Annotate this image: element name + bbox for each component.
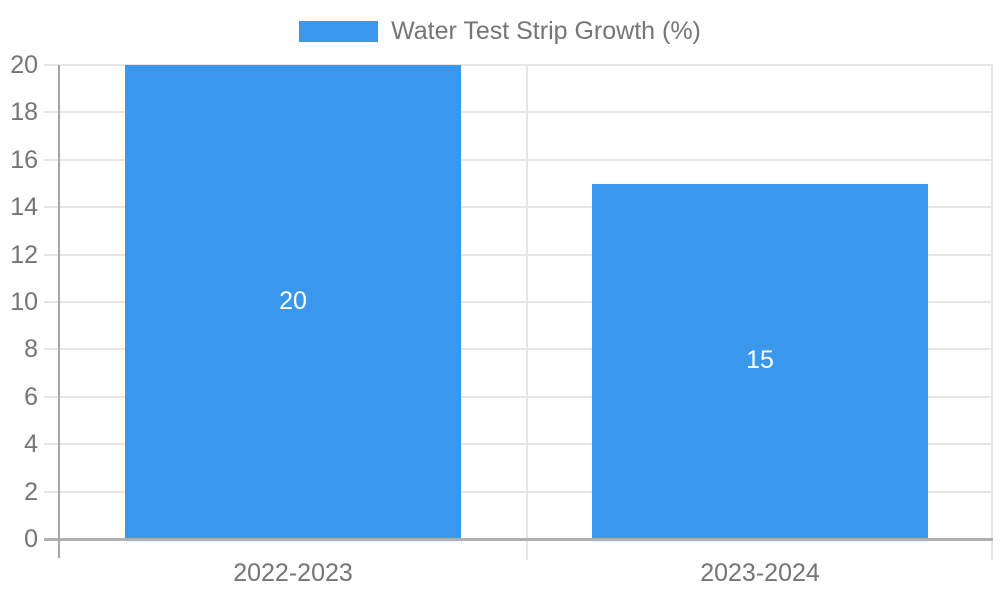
bar[interactable] xyxy=(592,184,928,540)
y-gridline xyxy=(44,443,993,445)
y-axis-tick-label: 16 xyxy=(10,146,38,174)
y-gridline xyxy=(44,159,993,161)
y-axis-tick-label: 20 xyxy=(10,51,38,79)
bar-value-label: 20 xyxy=(279,287,307,315)
y-axis-tick-label: 14 xyxy=(10,193,38,221)
x-axis-baseline xyxy=(44,538,993,541)
y-axis-tick-label: 4 xyxy=(24,430,38,458)
y-gridline xyxy=(44,348,993,350)
x-gridline xyxy=(991,65,993,560)
x-gridline xyxy=(526,65,528,560)
y-axis-tick-label: 0 xyxy=(24,525,38,553)
bar-value-label: 15 xyxy=(746,346,774,374)
y-gridline xyxy=(44,301,993,303)
y-gridline xyxy=(44,206,993,208)
y-axis-tick-label: 18 xyxy=(10,98,38,126)
y-axis-tick-label: 6 xyxy=(24,383,38,411)
y-gridline xyxy=(44,64,993,66)
legend-swatch xyxy=(299,21,379,42)
bar[interactable] xyxy=(125,65,461,539)
x-axis-category-label: 2022-2023 xyxy=(233,559,353,587)
y-axis-tick-label: 8 xyxy=(24,335,38,363)
y-axis-line xyxy=(58,65,60,558)
y-axis-tick-label: 2 xyxy=(24,478,38,506)
y-gridline xyxy=(44,396,993,398)
chart-legend[interactable]: Water Test Strip Growth (%) xyxy=(0,17,1000,46)
y-gridline xyxy=(44,491,993,493)
y-axis-tick-label: 12 xyxy=(10,241,38,269)
y-gridline xyxy=(44,111,993,113)
y-axis-tick-label: 10 xyxy=(10,288,38,316)
legend-label: Water Test Strip Growth (%) xyxy=(391,17,701,45)
y-gridline xyxy=(44,254,993,256)
x-axis-category-label: 2023-2024 xyxy=(700,559,820,587)
